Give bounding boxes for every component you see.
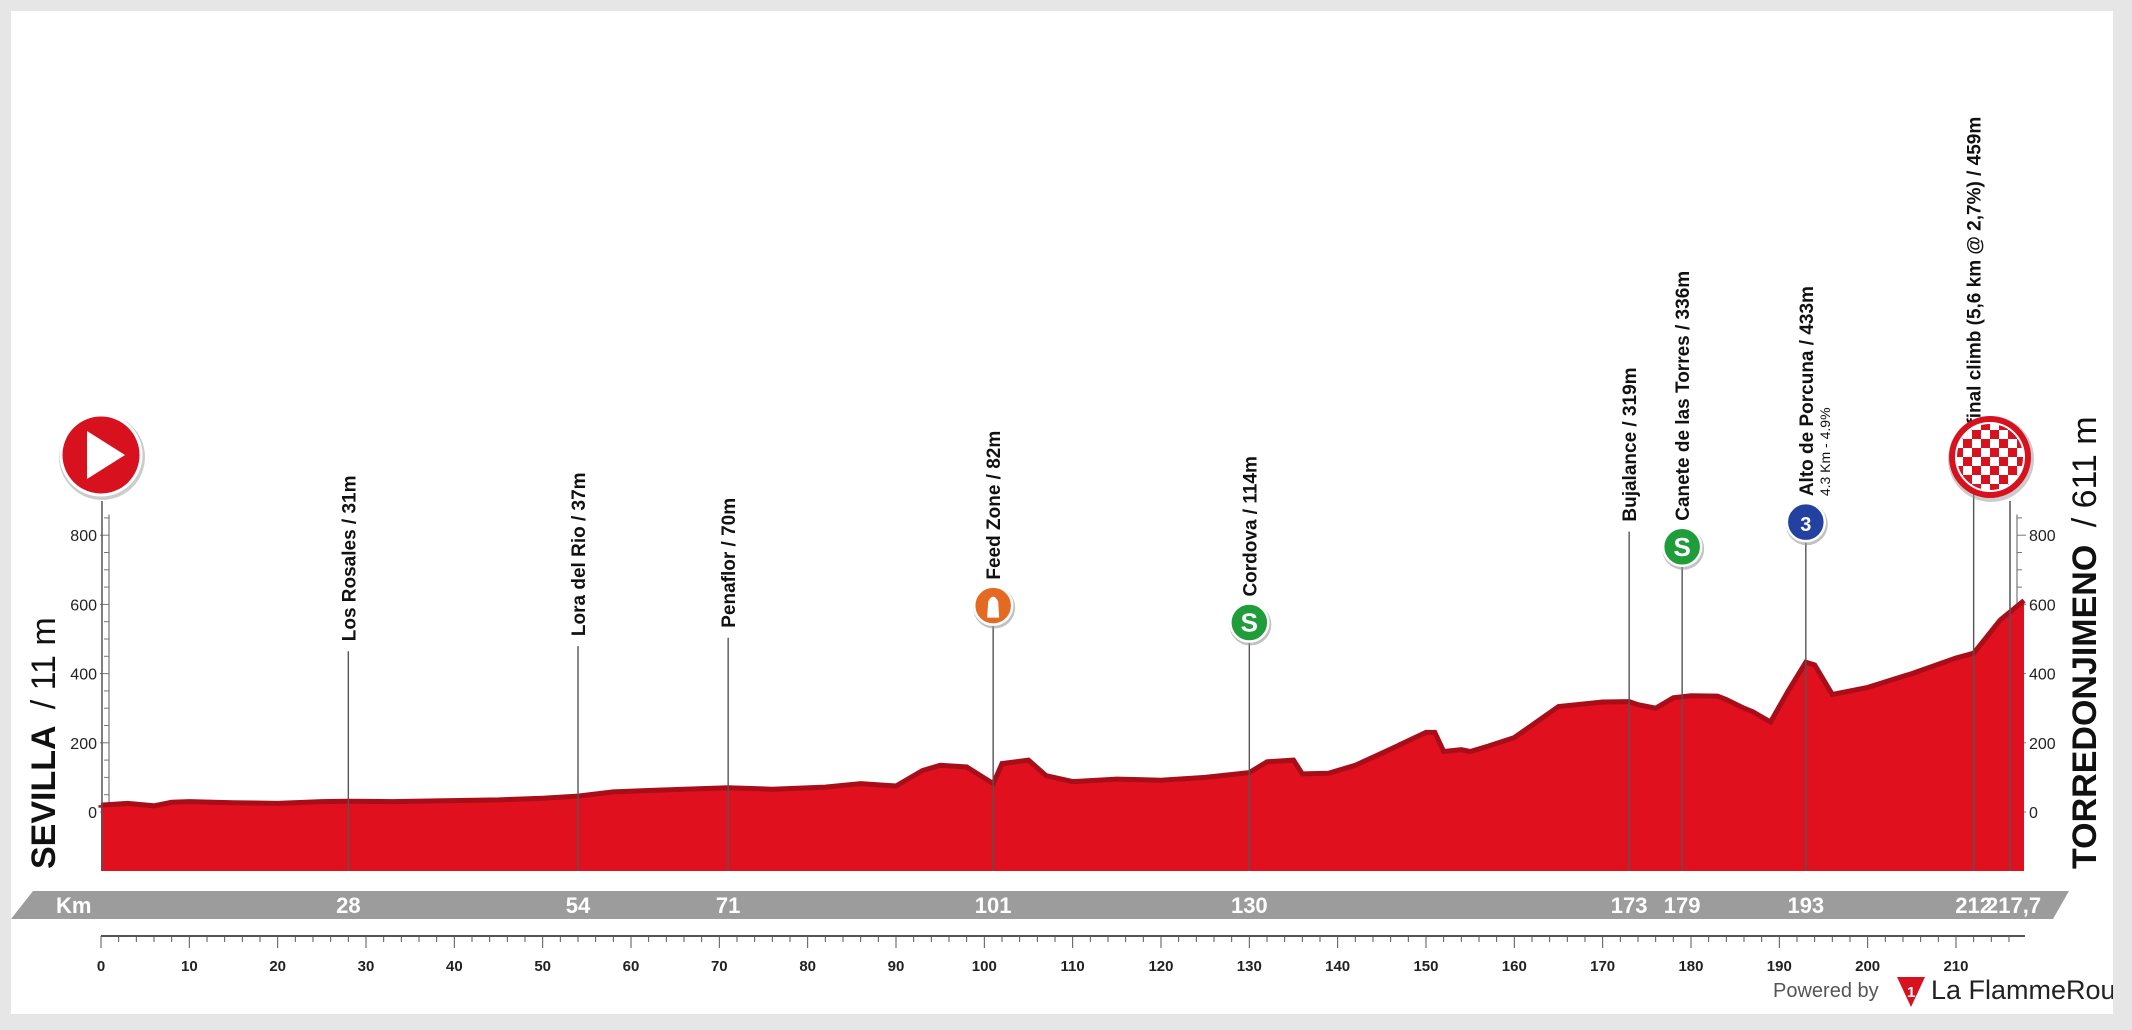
- feed-zone-icon: [972, 585, 1016, 629]
- x-tick-label: 190: [1767, 958, 1792, 975]
- sprint-icon: S: [1661, 526, 1705, 570]
- icon-glyph: 3: [1800, 514, 1811, 536]
- la-flamme-rouge-logo-icon: 1: [1897, 977, 1925, 1007]
- waypoint-label: Feed Zone / 82m: [984, 431, 1005, 580]
- waypoint-label: Canete de las Torres / 336m: [1673, 271, 1694, 521]
- waypoint-label: Los Rosales / 31m: [339, 475, 360, 641]
- x-tick-label: 150: [1413, 958, 1438, 975]
- strip-km-label: 28: [336, 893, 360, 918]
- y-tick-label: 400: [2029, 667, 2056, 684]
- waypoint-label: Bujalance / 319m: [1620, 367, 1641, 521]
- y-tick-label: 200: [2029, 736, 2056, 753]
- x-axis-ticks: 0 10 20 30 40 50 60 70 80 90 100 110 120 130 140 150 160…: [97, 936, 2010, 975]
- start-icon: [59, 413, 145, 871]
- start-town-name: SEVILLA: [25, 726, 63, 869]
- start-town-elevation: / 11 m: [25, 617, 63, 709]
- waypoint-label: Penaflor / 70m: [719, 498, 740, 628]
- finish-town-elevation: / 611 m: [2066, 416, 2104, 527]
- waypoint-label: Start final climb (5,6 km @ 2,7%) / 459m: [1965, 117, 1986, 473]
- strip-km-label: 173: [1611, 893, 1648, 918]
- y-tick-label: 400: [70, 667, 97, 684]
- x-tick-label: 80: [799, 958, 816, 975]
- strip-km-label: 179: [1664, 893, 1701, 918]
- x-tick-label: 210: [1943, 958, 1968, 975]
- x-tick-label: 50: [534, 958, 551, 975]
- total-distance-label: 217,7: [1986, 893, 2041, 918]
- x-tick-label: 70: [711, 958, 728, 975]
- waypoints: Los Rosales / 31m Lora del Rio / 37m Penaf…: [339, 117, 1986, 871]
- x-tick-label: 170: [1590, 958, 1615, 975]
- y-tick-label: 600: [70, 597, 97, 614]
- strip-km-label: 101: [975, 893, 1012, 918]
- sprint-icon: S: [1229, 602, 1272, 646]
- profile-ridge: [98, 598, 2026, 809]
- brand-name-text: La FlammeRouge: [1931, 975, 2113, 1005]
- finish-town-name: TORREDONJIMENO: [2066, 545, 2104, 869]
- finish-icon: [1948, 416, 2034, 871]
- y-tick-label: 600: [2029, 597, 2056, 614]
- strip-km-label: 130: [1231, 893, 1268, 918]
- strip-km-label: 54: [566, 893, 591, 918]
- y-tick-label: 200: [70, 736, 97, 753]
- logo-glyph: 1: [1907, 984, 1915, 1001]
- icon-glyph: S: [1241, 608, 1258, 638]
- y-tick-label: 800: [70, 528, 97, 545]
- km-strip-markers: 28 54 71 101 130 173 179 193 212: [336, 893, 1992, 918]
- x-tick-label: 110: [1061, 958, 1085, 975]
- finish-town-label: TORREDONJIMENO / 611 m: [2066, 416, 2104, 869]
- x-tick-label: 0: [97, 958, 105, 975]
- km-strip-label: Km: [56, 893, 91, 918]
- y-tick-label: 800: [2029, 528, 2056, 545]
- x-tick-label: 100: [972, 958, 997, 975]
- x-tick-label: 120: [1148, 958, 1173, 975]
- y-tick-label: 0: [2029, 805, 2038, 822]
- km-strip: [11, 891, 2069, 919]
- x-tick-label: 90: [888, 958, 905, 975]
- x-tick-label: 10: [181, 958, 198, 975]
- x-tick-label: 40: [446, 958, 463, 975]
- x-tick-label: 130: [1237, 958, 1262, 975]
- kom-3-icon: 3: [1785, 501, 1828, 546]
- x-tick-label: 160: [1502, 958, 1527, 975]
- x-tick-label: 200: [1855, 958, 1880, 975]
- powered-by-text: Powered by: [1773, 980, 1879, 1002]
- x-tick-label: 30: [358, 958, 375, 975]
- start-town-label: SEVILLA / 11 m: [25, 617, 63, 869]
- waypoint-label: Lora del Rio / 37m: [569, 472, 590, 636]
- waypoint-label: Cordova / 114m: [1240, 456, 1261, 596]
- strip-km-label: 193: [1787, 893, 1824, 918]
- strip-km-label: 71: [716, 893, 740, 918]
- profile-area: [101, 600, 2024, 871]
- x-tick-label: 60: [623, 958, 640, 975]
- waypoint-sublabel: 4.3 Km - 4.9%: [1817, 407, 1833, 496]
- icon-glyph: S: [1673, 532, 1690, 562]
- x-tick-label: 20: [269, 958, 286, 975]
- waypoint-label: Alto de Porcuna / 433m: [1797, 286, 1818, 496]
- elevation-profile: [98, 598, 2026, 871]
- stage-profile-chart: 0 200 400 600 800 0 200 400 600 800 Los Rosales /…: [11, 11, 2113, 1014]
- strip-km-label: 212: [1955, 893, 1992, 918]
- x-tick-label: 140: [1325, 958, 1350, 975]
- x-tick-label: 180: [1678, 958, 1703, 975]
- y-tick-label: 0: [88, 805, 97, 822]
